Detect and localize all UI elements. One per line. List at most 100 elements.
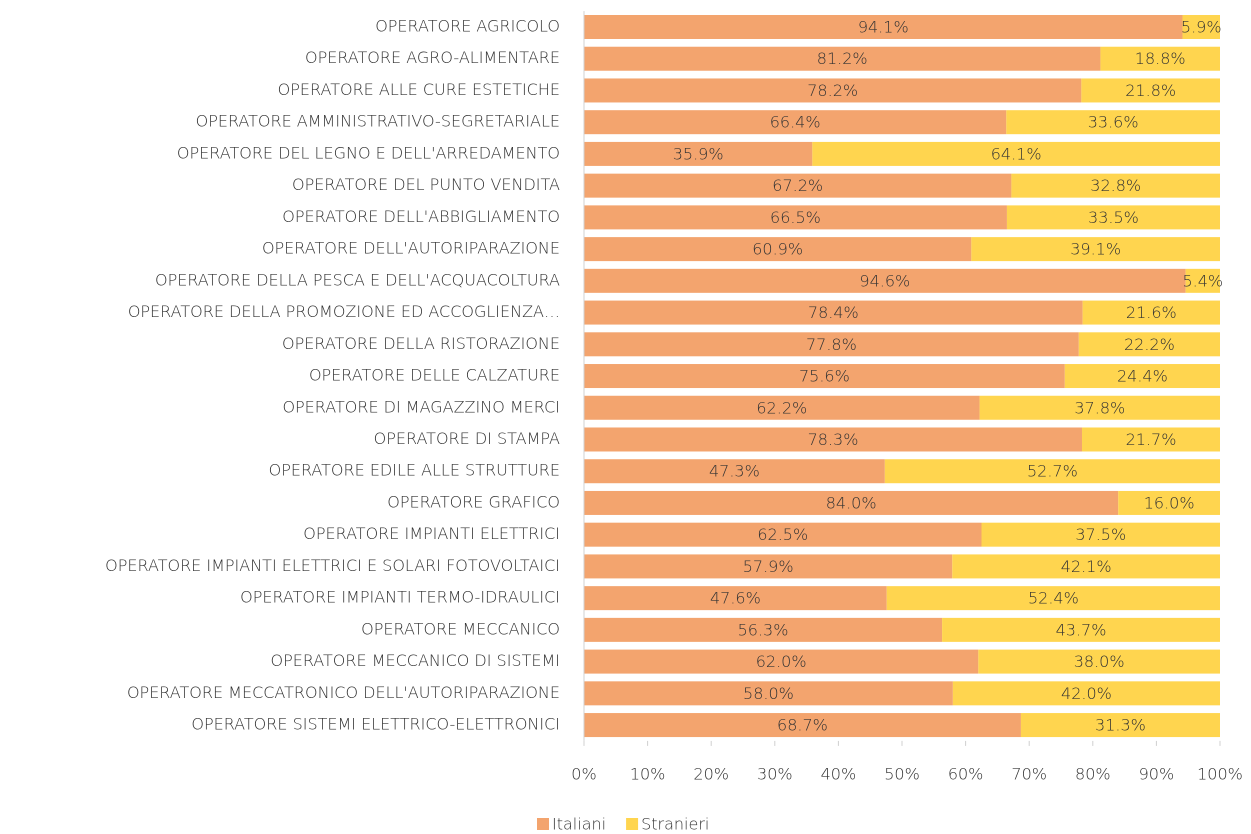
bar-segment (1020, 713, 1220, 738)
bar-segment (584, 681, 953, 706)
bar-segment (812, 141, 1220, 166)
value-label: 52.7% (1027, 462, 1078, 481)
x-tick-label: 20% (693, 765, 729, 784)
bar-segment (584, 395, 980, 420)
bar-segment (886, 586, 1220, 611)
bar-segment (1006, 110, 1220, 135)
bar-segment (584, 205, 1007, 230)
bar-segment (942, 617, 1220, 642)
value-label: 84.0% (826, 493, 877, 512)
value-label: 37.8% (1074, 398, 1125, 417)
bar-segment (584, 332, 1079, 357)
value-label: 21.8% (1125, 81, 1176, 100)
legend-label: Italiani (552, 815, 606, 834)
value-label: 18.8% (1135, 49, 1186, 68)
value-label: 31.3% (1095, 716, 1146, 735)
value-label: 22.2% (1124, 335, 1175, 354)
value-label: 5.9% (1181, 18, 1222, 37)
bar-segment (584, 364, 1065, 389)
value-label: 77.8% (806, 335, 857, 354)
category-label: OPERATORE ALLE CURE ESTETICHE (278, 80, 560, 99)
value-label: 94.1% (858, 18, 909, 37)
value-label: 42.1% (1061, 557, 1112, 576)
bar-segment (584, 78, 1082, 103)
category-label: OPERATORE SISTEMI ELETTRICO-ELETTRONICI (191, 715, 560, 734)
legend-swatch (537, 818, 549, 830)
value-label: 21.6% (1126, 303, 1177, 322)
category-label: OPERATORE IMPIANTI ELETTRICI E SOLARI FO… (105, 556, 560, 575)
bar-segment (952, 681, 1220, 706)
value-label: 5.4% (1182, 271, 1223, 290)
category-label: OPERATORE DELLA PESCA E DELL'ACQUACOLTUR… (155, 270, 560, 289)
x-tick-label: 80% (1075, 765, 1111, 784)
value-label: 68.7% (777, 716, 828, 735)
bar-segment (584, 427, 1082, 452)
bar-segment (584, 110, 1007, 135)
category-label: OPERATORE AMMINISTRATIVO-SEGRETARIALE (196, 112, 560, 131)
x-tick-label: 40% (821, 765, 857, 784)
bar-segment (1182, 15, 1220, 39)
value-label: 38.0% (1074, 652, 1125, 671)
value-label: 42.0% (1061, 684, 1112, 703)
value-label: 62.5% (757, 525, 808, 544)
value-label: 81.2% (817, 49, 868, 68)
bar-segment (584, 617, 943, 642)
bar-segment (952, 554, 1220, 579)
value-label: 78.3% (808, 430, 859, 449)
bar-segment (884, 459, 1220, 484)
bar-segment (981, 522, 1220, 547)
category-label: OPERATORE DI MAGAZZINO MERCI (282, 397, 560, 416)
x-tick-label: 100% (1197, 765, 1243, 784)
value-label: 78.4% (808, 303, 859, 322)
value-label: 66.4% (770, 113, 821, 132)
value-label: 35.9% (673, 144, 724, 163)
bar-segment (1081, 427, 1220, 452)
bar-segment (584, 459, 885, 484)
category-label: OPERATORE DEL PUNTO VENDITA (292, 175, 560, 194)
category-label: OPERATORE DELLA RISTORAZIONE (282, 334, 560, 353)
bar-segment (979, 395, 1220, 420)
category-label: OPERATORE DELL'ABBIGLIAMENTO (282, 207, 560, 226)
value-label: 94.6% (859, 271, 910, 290)
category-label: OPERATORE DELLE CALZATURE (309, 366, 560, 385)
value-label: 64.1% (991, 144, 1042, 163)
value-label: 33.5% (1088, 208, 1139, 227)
value-label: 58.0% (743, 684, 794, 703)
category-label: OPERATORE MECCANICO (361, 619, 560, 638)
value-label: 62.2% (756, 398, 807, 417)
category-label: OPERATORE IMPIANTI TERMO-IDRAULICI (240, 588, 560, 607)
category-label: OPERATORE DEL LEGNO E DELL'ARREDAMENTO (177, 143, 560, 162)
value-label: 47.3% (709, 462, 760, 481)
bar-segment (1078, 332, 1220, 357)
value-label: 66.5% (770, 208, 821, 227)
bar-segment (584, 713, 1021, 738)
legend-label: Stranieri (641, 815, 709, 834)
value-label: 37.5% (1075, 525, 1126, 544)
bar-segment (584, 237, 972, 262)
value-label: 33.6% (1088, 113, 1139, 132)
bar-segment (584, 490, 1119, 515)
bar-segment (1011, 173, 1220, 198)
bar-segment (584, 300, 1083, 325)
x-tick-label: 90% (1139, 765, 1175, 784)
bar-segment (584, 46, 1101, 71)
value-label: 21.7% (1126, 430, 1177, 449)
category-label: OPERATORE GRAFICO (387, 492, 560, 511)
bar-segment (584, 15, 1183, 39)
value-label: 57.9% (743, 557, 794, 576)
legend-swatch (626, 818, 639, 830)
value-label: 62.0% (756, 652, 807, 671)
bar-segment (1006, 205, 1220, 230)
category-label: OPERATORE DELLA PROMOZIONE ED ACCOGLIENZ… (128, 302, 560, 321)
category-label: OPERATORE MECCANICO DI SISTEMI (270, 651, 560, 670)
x-tick-label: 50% (884, 765, 920, 784)
bar-segment (584, 586, 887, 611)
value-label: 47.6% (710, 589, 761, 608)
x-tick-label: 0% (571, 765, 596, 784)
bar-segment (978, 649, 1220, 674)
category-label: OPERATORE DI STAMPA (374, 429, 560, 448)
value-label: 32.8% (1090, 176, 1141, 195)
bar-segment (584, 649, 979, 674)
value-label: 78.2% (807, 81, 858, 100)
